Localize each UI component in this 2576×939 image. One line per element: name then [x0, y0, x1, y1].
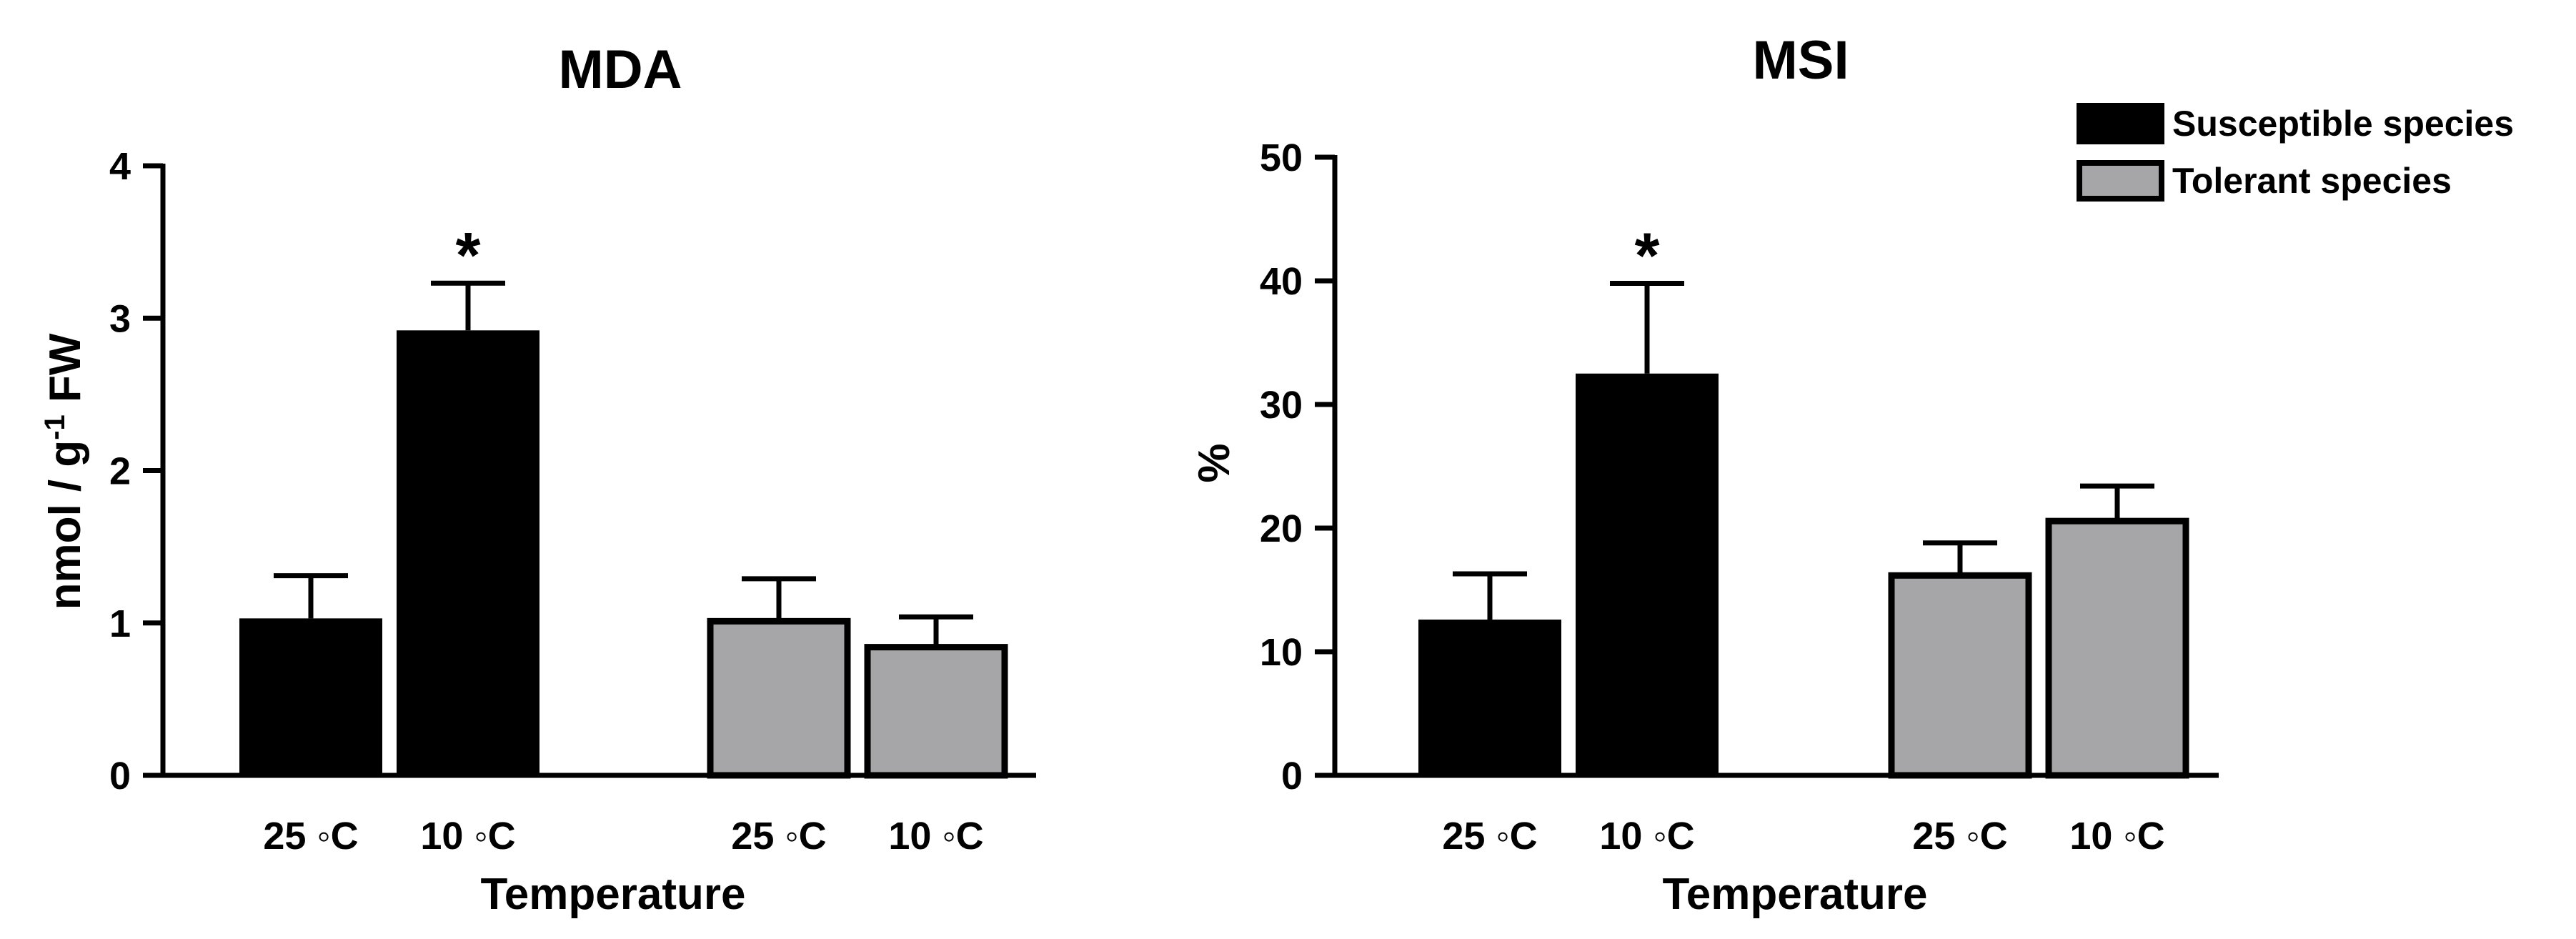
- y-tick-label: 1: [109, 602, 131, 645]
- significance-marker: *: [1634, 220, 1659, 292]
- y-tick-label: 2: [109, 450, 131, 493]
- legend-label: Tolerant species: [2172, 161, 2452, 201]
- y-tick-label: 20: [1260, 507, 1303, 550]
- legend-swatch: [2077, 103, 2164, 144]
- y-tick-label: 0: [1281, 755, 1303, 798]
- y-tick-label: 10: [1260, 631, 1303, 674]
- legend: Susceptible species Tolerant species: [2077, 103, 2514, 202]
- chart-title: MSI: [1752, 30, 1849, 91]
- bar: [1576, 373, 1719, 775]
- x-tick-label: 25 ◦C: [1912, 815, 2007, 858]
- bar: [1418, 620, 1561, 775]
- legend-label: Susceptible species: [2172, 104, 2514, 144]
- x-axis-label: Temperature: [481, 870, 746, 919]
- x-tick-label: 25 ◦C: [1442, 815, 1537, 858]
- x-tick-label: 25 ◦C: [731, 815, 826, 858]
- legend-item: Tolerant species: [2077, 160, 2452, 202]
- y-tick-label: 0: [109, 755, 131, 798]
- x-tick-label: 10 ◦C: [888, 815, 983, 858]
- y-axis-label: nmol / g-1 FW: [39, 333, 90, 610]
- chart-msi: MSI % Temperature 0 10 20 30 40 50 25 ◦C * 10 ◦C…: [1190, 30, 2219, 919]
- significance-marker: *: [455, 220, 480, 292]
- bar: [864, 644, 1008, 779]
- y-axis-label: %: [1190, 443, 1239, 482]
- x-tick-label: 10 ◦C: [1599, 815, 1694, 858]
- bar: [239, 618, 382, 775]
- x-tick-label: 25 ◦C: [263, 815, 358, 858]
- chart-mda: MDA nmol / g-1 FW Temperature 0 1 2 3 4 25 ◦C…: [39, 39, 1036, 919]
- bar: [2045, 517, 2189, 779]
- chart-title: MDA: [558, 39, 682, 100]
- y-tick-label: 50: [1260, 136, 1303, 179]
- bar: [397, 330, 539, 775]
- y-tick-label: 3: [109, 297, 131, 340]
- bar: [707, 617, 851, 779]
- legend-swatch: [2077, 160, 2164, 202]
- y-tick-label: 4: [109, 145, 131, 188]
- y-tick-label: 40: [1260, 260, 1303, 303]
- x-tick-label: 10 ◦C: [2069, 815, 2164, 858]
- y-tick-label: 30: [1260, 384, 1303, 427]
- bar: [1888, 572, 2032, 779]
- x-tick-label: 10 ◦C: [420, 815, 515, 858]
- x-axis-label: Temperature: [1663, 870, 1928, 919]
- legend-item: Susceptible species: [2077, 103, 2514, 144]
